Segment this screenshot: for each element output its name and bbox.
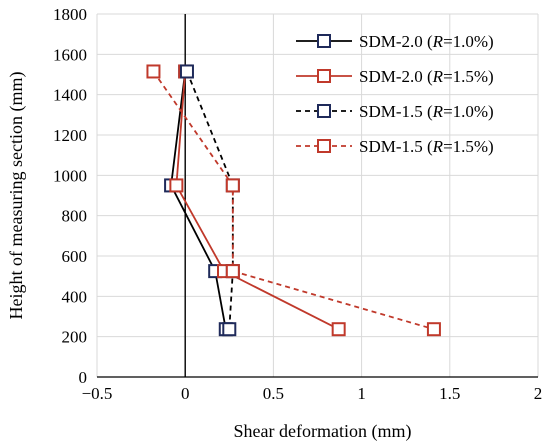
legend-label: SDM-1.5 (R=1.0%) — [359, 102, 494, 121]
x-axis-label: Shear deformation (mm) — [234, 421, 412, 442]
legend-marker — [317, 139, 331, 153]
y-tick-label: 1000 — [53, 166, 87, 185]
legend-item: SDM-2.0 (R=1.5%) — [296, 67, 494, 86]
y-tick-label: 1400 — [53, 86, 87, 105]
x-tick-label: 2 — [534, 384, 543, 403]
y-tick-label: 800 — [62, 207, 88, 226]
x-tick-label: 1.5 — [439, 384, 460, 403]
data-point — [146, 64, 161, 79]
legend-label: SDM-2.0 (R=1.5%) — [359, 67, 494, 86]
data-point — [225, 264, 240, 279]
y-tick-label: 600 — [62, 247, 88, 266]
y-tick-label: 1200 — [53, 126, 87, 145]
series-line — [175, 71, 340, 331]
series-line — [186, 71, 234, 330]
x-tick-label: 0 — [181, 384, 190, 403]
data-point — [331, 322, 346, 337]
series-layer — [146, 64, 441, 337]
y-axis-label: Height of measuring section (mm) — [6, 72, 27, 320]
x-tick-label: −0.5 — [82, 384, 113, 403]
data-point — [225, 178, 240, 193]
x-tick-label: 1 — [357, 384, 366, 403]
legend-item: SDM-1.5 (R=1.5%) — [296, 137, 494, 156]
legend-label: SDM-2.0 (R=1.0%) — [359, 32, 494, 51]
x-tick-label: 0.5 — [263, 384, 284, 403]
tick-labels: −0.5 0 0.5 1 1.5 2020040060080010001200140016… — [53, 5, 542, 403]
series-3 — [179, 64, 240, 337]
data-point — [179, 64, 194, 79]
y-tick-label: 200 — [62, 328, 88, 347]
data-point — [169, 178, 184, 193]
data-point — [426, 322, 441, 337]
legend-marker — [317, 69, 331, 83]
legend: SDM-2.0 (R=1.0%) SDM-2.0 (R=1.5%) SDM-1.5 … — [296, 32, 494, 156]
legend-label: SDM-1.5 (R=1.5%) — [359, 137, 494, 156]
y-tick-label: 0 — [79, 368, 88, 387]
y-tick-label: 1800 — [53, 5, 87, 24]
legend-marker — [317, 104, 331, 118]
legend-item: SDM-2.0 (R=1.0%) — [296, 32, 494, 51]
legend-item: SDM-1.5 (R=1.0%) — [296, 102, 494, 121]
series-4 — [146, 64, 441, 337]
gridlines — [96, 13, 539, 378]
legend-marker — [317, 34, 331, 48]
series-line — [152, 70, 435, 331]
y-tick-label: 400 — [62, 287, 88, 306]
y-tick-label: 1600 — [53, 45, 87, 64]
data-point — [222, 322, 237, 337]
series-1 — [164, 64, 233, 337]
series-line — [170, 71, 227, 330]
